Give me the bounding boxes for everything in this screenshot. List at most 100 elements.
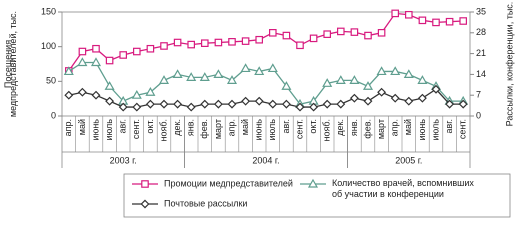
point [363,96,373,106]
point [133,47,141,56]
point [173,99,183,109]
point [445,99,455,109]
point [350,28,359,36]
point [364,31,372,40]
point [228,38,236,46]
x-tick-label: апр. [63,119,73,136]
point [158,75,170,84]
point [390,93,400,103]
y2-tick-label: 7 [476,90,481,100]
y-tick-label: 150 [41,6,56,16]
y2-tick-label: 0 [476,110,481,120]
point [90,57,102,67]
x-tick-label: май [77,119,87,135]
point [160,42,168,50]
point [64,90,74,100]
group-label: 2005 г. [395,155,422,165]
point [255,35,264,44]
point [201,39,209,48]
x-tick-label: дек. [172,119,182,136]
point [199,72,210,81]
point [269,29,277,37]
point [268,99,278,109]
point [377,87,387,97]
x-tick-label: авг. [118,119,128,133]
point [145,99,155,109]
point [362,81,374,90]
point [322,99,332,109]
x-tick-label: сент. [294,119,304,139]
point [92,44,100,53]
point [390,66,401,76]
y-tick-label: 50 [46,76,56,86]
point [172,69,183,79]
point [186,102,196,112]
group-label: 2003 г. [110,155,137,165]
y-tick-label: 0 [51,110,56,120]
point [78,47,87,56]
point [77,57,88,67]
point [63,66,74,76]
point [418,16,427,25]
point [377,29,386,37]
x-tick-label: апр. [390,119,400,136]
x-tick-label: авг. [281,119,291,133]
point [141,180,149,188]
y2-tick-label: 35 [476,6,486,16]
point [458,99,468,109]
point [145,87,156,96]
point [77,87,87,97]
point [296,41,304,50]
x-tick-label: дек. [335,119,345,136]
point [445,17,454,26]
point [227,99,237,109]
x-tick-label: фев. [362,119,372,139]
group-label: 2004 г. [252,155,279,165]
point [349,93,359,103]
point [104,81,115,90]
point [459,17,468,25]
x-tick-label: май [240,119,250,135]
point [213,99,223,109]
x-tick-label: июнь [254,119,264,141]
x-tick-label: фев. [199,119,209,139]
chart: Посещениямедпредставителей, тыс. Рассылк… [3,2,514,218]
series-line [68,61,464,105]
point [417,75,428,84]
y-tick-label: 100 [41,41,56,51]
point [132,102,142,112]
point [432,18,440,27]
point [241,37,250,45]
x-tick-label: июль [267,119,277,141]
x-tick-label: янв. [349,119,359,136]
x-tick-label: июнь [90,119,100,141]
point [131,89,142,99]
point [309,102,319,112]
x-tick-label: апр. [226,119,236,136]
y2-axis-title: Рассылки, конференции, тыс. [504,2,514,127]
point [376,66,387,76]
point [404,96,414,106]
x-tick-label: янв. [186,119,196,136]
x-tick-label: окт. [308,119,318,134]
x-tick-label: июль [104,119,114,141]
point [254,66,265,76]
series-line [68,12,464,72]
y-axis-title: Посещениямедпредставителей, тыс. [3,11,18,117]
point [214,38,223,47]
x-tick-label: авг. [444,119,454,133]
x-tick-label: окт. [145,119,155,134]
y2-tick-label: 21 [476,48,486,58]
x-tick-label: май [403,119,413,135]
point [187,40,196,49]
legend-box [123,173,511,218]
x-tick-label: март [213,119,223,139]
x-tick-label: июнь [417,119,427,141]
point [281,99,291,109]
point [226,75,238,84]
point [240,63,251,73]
point [173,38,182,47]
y2-tick-label: 28 [476,27,486,37]
point [119,51,128,59]
point [349,75,360,84]
